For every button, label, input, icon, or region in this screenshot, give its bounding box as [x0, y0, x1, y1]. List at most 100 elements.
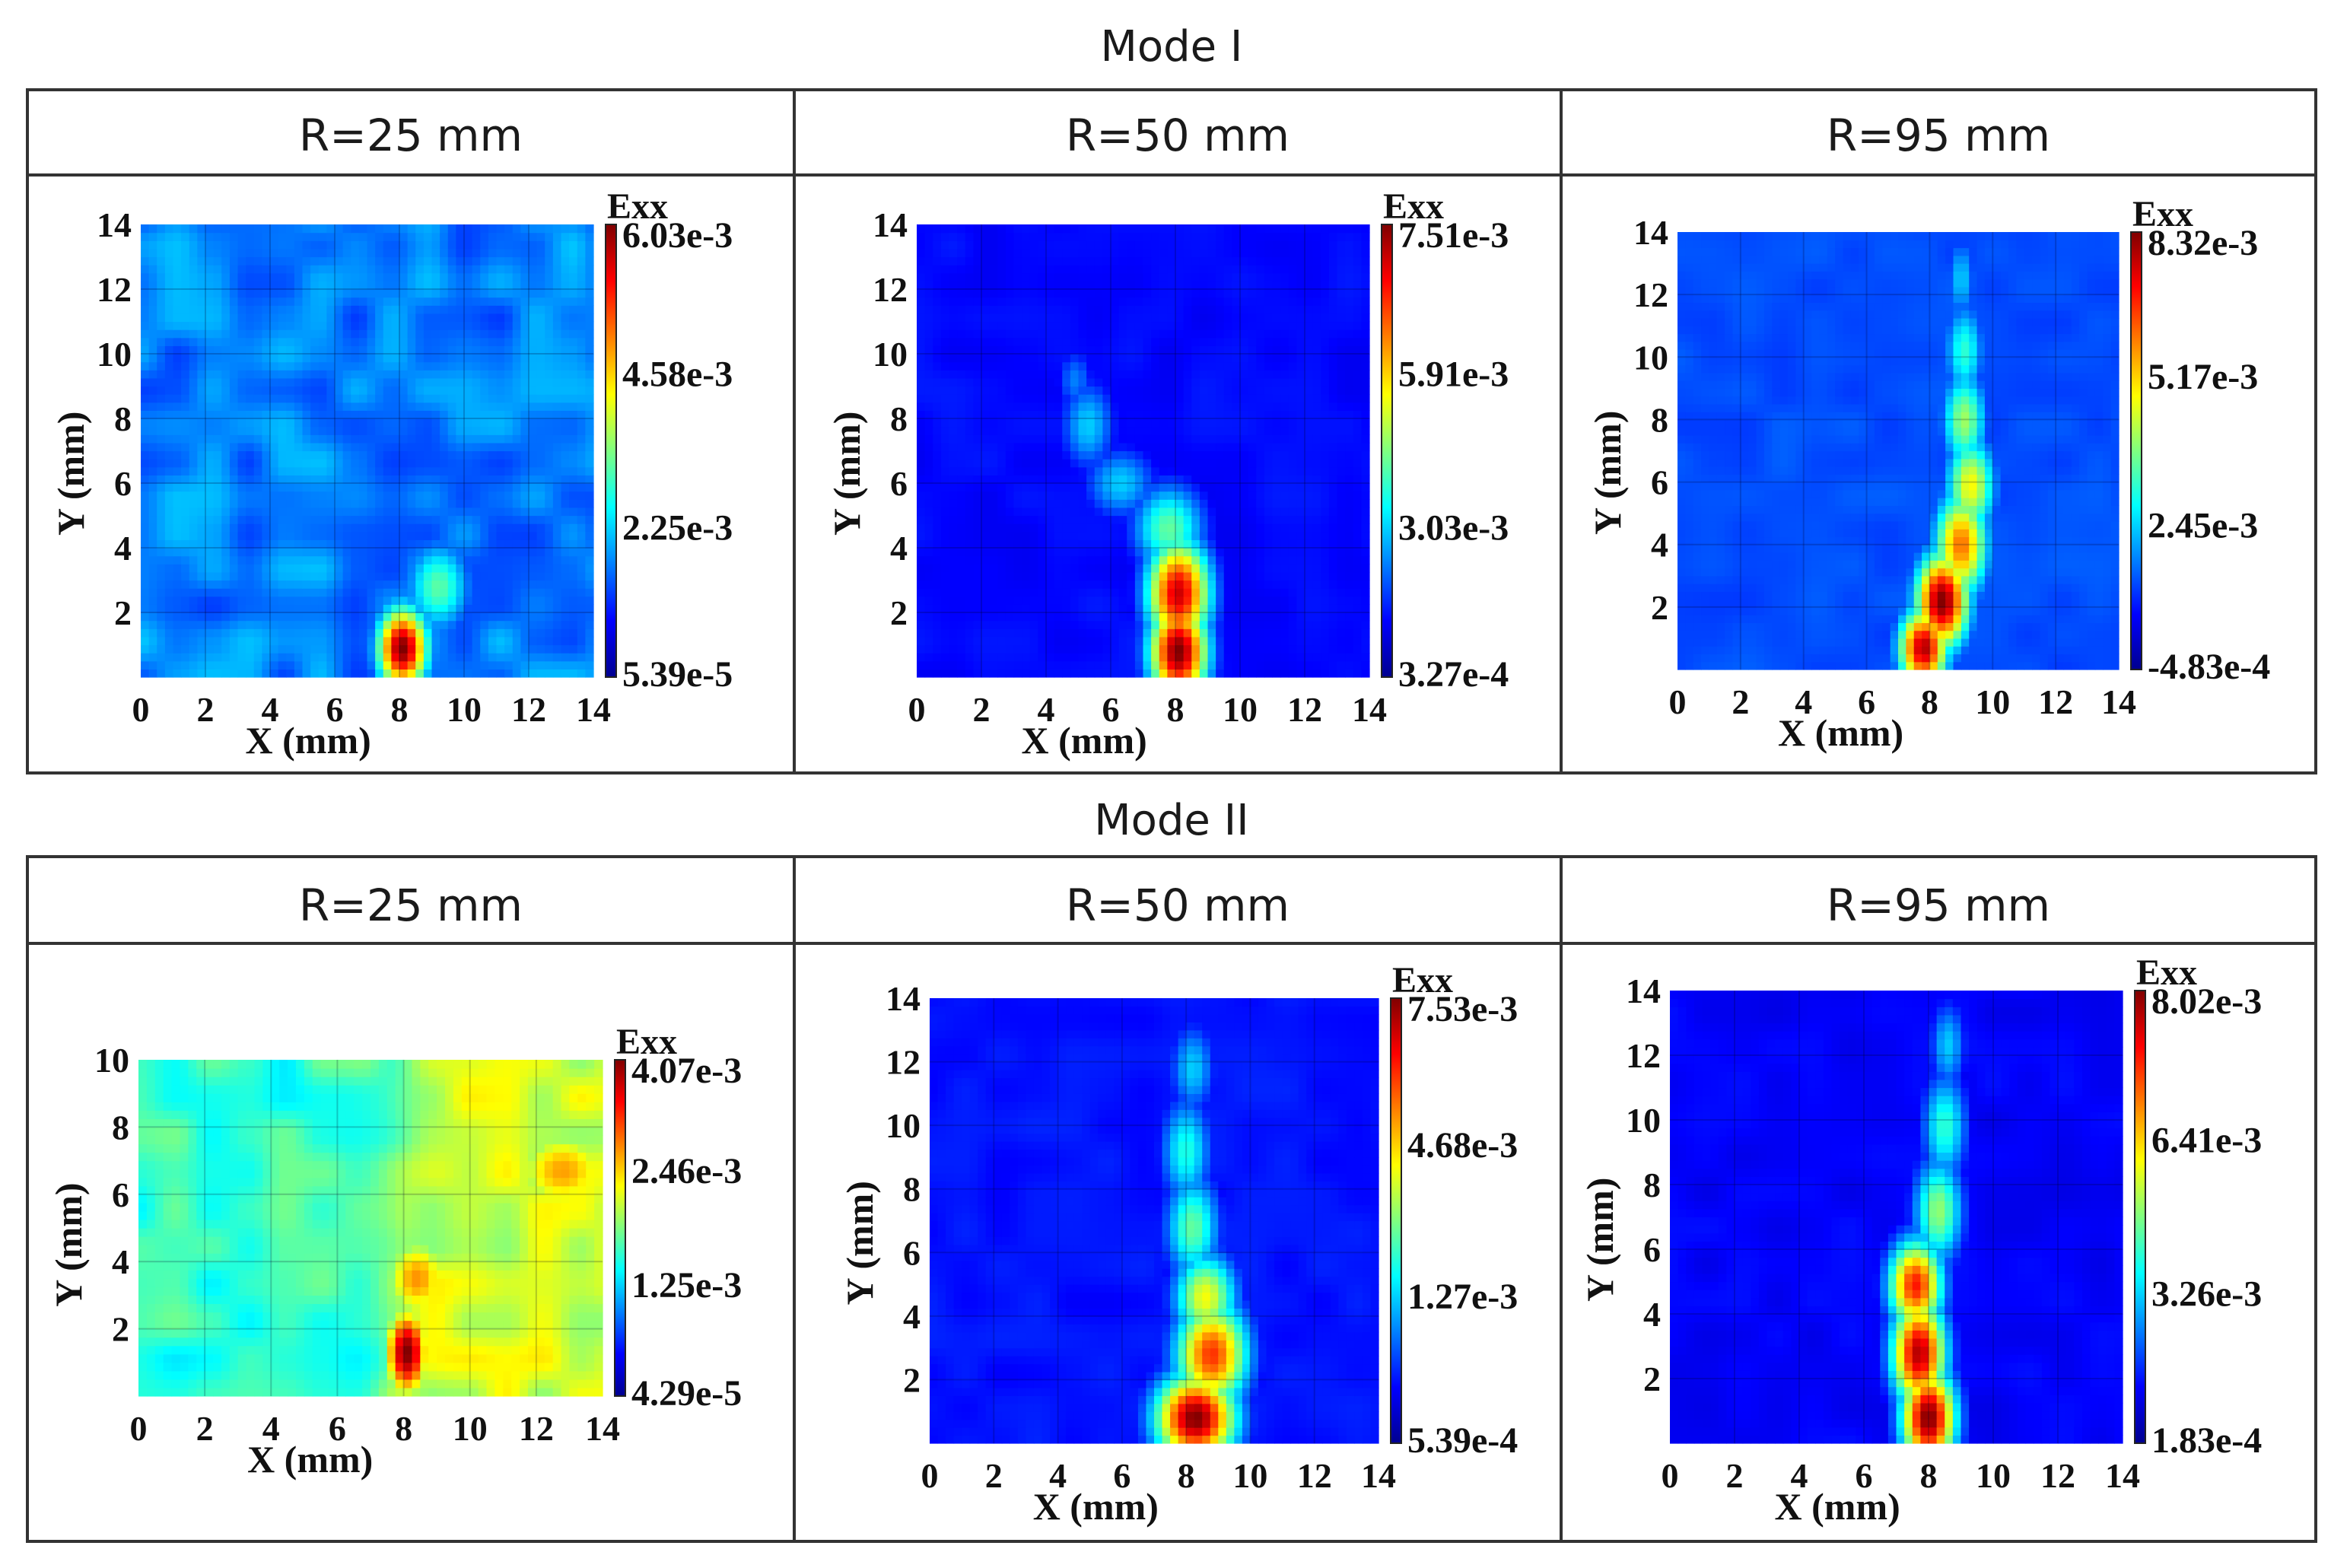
heatmap-cell: [318, 539, 327, 549]
heatmap-cell: [246, 466, 255, 475]
heatmap-cell: [561, 466, 570, 475]
heatmap-cell: [585, 434, 594, 444]
heatmap-cell: [270, 265, 279, 274]
heatmap-cell: [1094, 588, 1103, 597]
heatmap-cell: [480, 410, 489, 419]
heatmap-cell: [375, 507, 384, 517]
heatmap-cell: [358, 564, 368, 573]
heatmap-cell: [464, 548, 473, 557]
heatmap-cell: [351, 394, 360, 403]
heatmap-cell: [957, 507, 966, 517]
heatmap-cell: [965, 531, 974, 540]
heatmap-cell: [1345, 644, 1354, 654]
heatmap-cell: [205, 475, 215, 484]
heatmap-cell: [415, 289, 425, 298]
heatmap-cell: [335, 386, 344, 395]
heatmap-cell: [253, 548, 262, 557]
heatmap-cell: [1305, 483, 1314, 492]
heatmap-cell: [415, 394, 425, 403]
heatmap-cell: [552, 588, 562, 597]
heatmap-cell: [141, 297, 150, 306]
heatmap-cell: [949, 548, 958, 557]
heatmap-cell: [278, 281, 287, 290]
heatmap-cell: [286, 539, 295, 549]
heatmap-cell: [1038, 620, 1047, 629]
heatmap-cell: [536, 434, 545, 444]
heatmap-cell: [407, 596, 416, 605]
heatmap-cell: [253, 539, 262, 549]
heatmap-cell: [552, 361, 562, 371]
heatmap-cell: [302, 636, 311, 646]
heatmap-cell: [940, 620, 950, 629]
heatmap-cell: [189, 653, 198, 662]
heatmap-cell: [1046, 604, 1055, 613]
heatmap-cell: [1199, 548, 1209, 557]
heatmap-cell: [1022, 548, 1031, 557]
heatmap-cell: [415, 345, 425, 355]
heatmap-cell: [496, 644, 505, 654]
heatmap-cell: [1143, 588, 1152, 597]
heatmap-cell: [456, 256, 465, 266]
heatmap-cell: [1167, 531, 1176, 540]
heatmap-cell: [480, 539, 489, 549]
heatmap-cell: [270, 272, 279, 281]
heatmap-cell: [1328, 442, 1338, 452]
heatmap-cell: [940, 555, 950, 565]
heatmap-cell: [545, 596, 554, 605]
heatmap-cell: [181, 297, 190, 306]
heatmap-cell: [351, 418, 360, 428]
heatmap-cell: [1361, 612, 1370, 622]
heatmap-cell: [148, 660, 157, 670]
heatmap-cell: [1256, 612, 1265, 622]
heatmap-cell: [1321, 515, 1330, 524]
heatmap-cell: [440, 653, 449, 662]
heatmap-cell: [262, 418, 271, 428]
heatmap-cell: [157, 644, 166, 654]
heatmap-cell: [407, 507, 416, 517]
heatmap-cell: [415, 450, 425, 460]
heatmap-cell: [157, 596, 166, 605]
heatmap-cell: [957, 653, 966, 662]
heatmap-cell: [569, 564, 578, 573]
heatmap-cell: [1345, 475, 1354, 484]
heatmap-cell: [351, 442, 360, 452]
heatmap-cell: [213, 596, 222, 605]
heatmap-cell: [1199, 466, 1209, 475]
heatmap-cell: [496, 450, 505, 460]
heatmap-cell: [569, 240, 578, 250]
heatmap-cell: [981, 491, 991, 500]
heatmap-cell: [1183, 523, 1192, 533]
heatmap-cell: [997, 459, 1006, 468]
heatmap-cell: [148, 669, 157, 678]
heatmap-cell: [561, 604, 570, 613]
heatmap-cell: [997, 515, 1006, 524]
heatmap-cell: [237, 426, 246, 435]
heatmap-cell: [173, 377, 182, 387]
heatmap-cell: [205, 644, 215, 654]
heatmap-cell: [472, 491, 481, 500]
heatmap-cell: [181, 604, 190, 613]
heatmap-cell: [1223, 628, 1232, 638]
heatmap-cell: [512, 394, 521, 403]
heatmap-cell: [399, 539, 409, 549]
heatmap-cell: [1240, 466, 1249, 475]
heatmap-cell: [415, 636, 425, 646]
heatmap-cell: [496, 434, 505, 444]
heatmap-cell: [536, 507, 545, 517]
heatmap-cell: [561, 580, 570, 589]
heatmap-cell: [456, 402, 465, 411]
heatmap-cell: [342, 370, 351, 379]
heatmap-cell: [431, 354, 440, 363]
heatmap-cell: [1207, 523, 1216, 533]
heatmap-cell: [504, 507, 514, 517]
heatmap-cell: [973, 571, 982, 581]
heatmap-cell: [997, 660, 1006, 670]
heatmap-cell: [569, 580, 578, 589]
heatmap-cell: [407, 564, 416, 573]
heatmap-cell: [1046, 434, 1055, 444]
heatmap-cell: [318, 669, 327, 678]
heatmap-cell: [973, 620, 982, 629]
heatmap-cell: [965, 669, 974, 678]
heatmap-cell: [440, 588, 449, 597]
heatmap-cell: [399, 426, 409, 435]
